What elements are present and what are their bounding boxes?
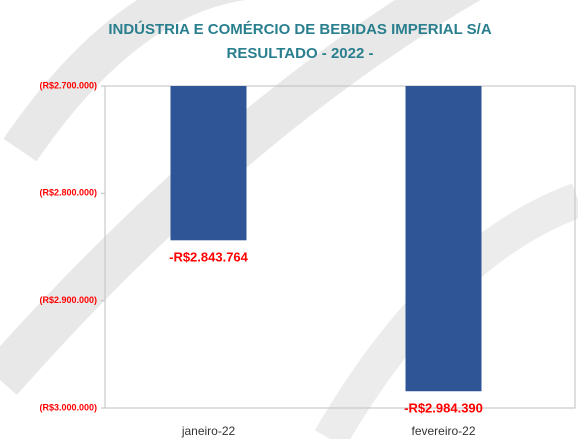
y-tick-label: (R$2.700.000) [39, 80, 97, 90]
x-tick-label: fevereiro-22 [411, 424, 475, 438]
chart-subtitle: RESULTADO - 2022 - [227, 45, 374, 62]
value-label: -R$2.984.390 [404, 400, 483, 415]
y-tick-label: (R$3.000.000) [39, 402, 97, 412]
bar [171, 86, 247, 240]
chart: INDÚSTRIA E COMÉRCIO DE BEBIDAS IMPERIAL… [0, 0, 578, 439]
value-label: -R$2.843.764 [169, 250, 249, 265]
bar [406, 86, 482, 391]
y-tick-label: (R$2.800.000) [39, 188, 97, 198]
y-tick-label: (R$2.900.000) [39, 295, 97, 305]
x-tick-label: janeiro-22 [181, 424, 236, 438]
chart-title: INDÚSTRIA E COMÉRCIO DE BEBIDAS IMPERIAL… [108, 20, 492, 38]
